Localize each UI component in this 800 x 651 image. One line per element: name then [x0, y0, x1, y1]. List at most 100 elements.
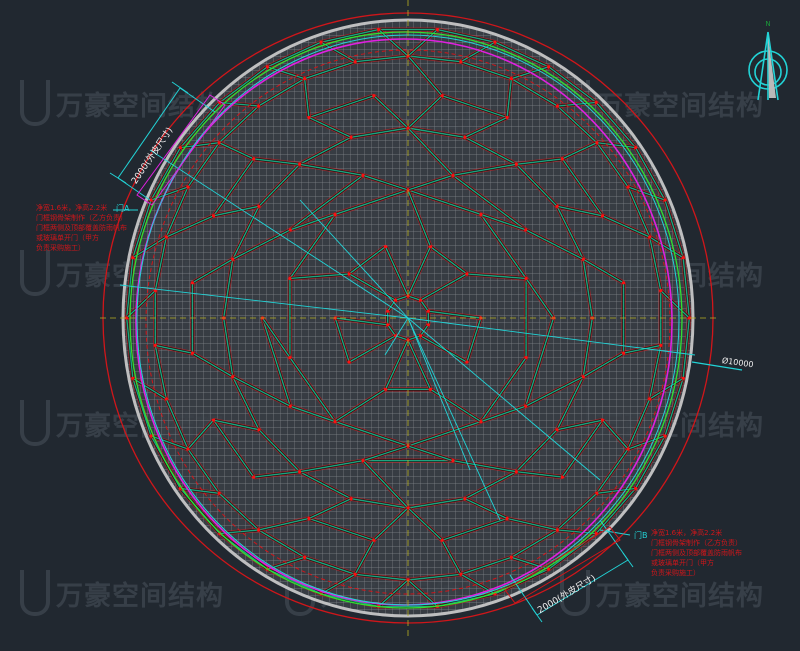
frame-member: [420, 273, 468, 301]
frame-member: [223, 317, 234, 377]
frame-node: [514, 162, 518, 166]
frame-member: [165, 398, 189, 450]
frame-member: [557, 101, 597, 107]
frame-member: [506, 517, 558, 531]
frame-member: [348, 335, 396, 363]
frame-member: [261, 317, 291, 407]
frame-member: [623, 344, 661, 354]
frame-node: [125, 316, 129, 320]
frame-member: [299, 136, 352, 165]
frame-node: [406, 506, 410, 510]
frame-member: [289, 174, 364, 231]
door-b-outline: [504, 526, 621, 604]
frame-member: [187, 142, 220, 188]
frame-member: [480, 214, 527, 279]
frame-node: [663, 198, 667, 202]
frame-node: [265, 65, 269, 69]
frame-member: [154, 345, 167, 400]
frame-member: [348, 246, 386, 275]
frame-node: [217, 491, 221, 495]
frame-node: [426, 309, 430, 313]
frame-member: [506, 78, 513, 118]
frame-member: [664, 199, 684, 258]
frame-node: [560, 475, 564, 479]
door-a-label: 门A: [116, 204, 130, 213]
radial-dimension-line: [407, 317, 471, 471]
frame-node: [303, 555, 307, 559]
frame-member: [334, 317, 350, 363]
frame-member: [595, 102, 637, 149]
frame-node: [440, 538, 444, 542]
frame-node: [428, 387, 433, 391]
frame-member: [561, 419, 604, 478]
frame-member: [464, 498, 508, 520]
frame-node: [633, 486, 638, 491]
frame-member: [596, 141, 636, 149]
frame-member: [290, 405, 336, 423]
door-b-label: 门B: [634, 531, 648, 540]
frame-node: [594, 100, 598, 105]
radial-dimension-line: [299, 199, 409, 319]
frame-node: [463, 135, 467, 139]
frame-member: [596, 142, 629, 188]
frame-member: [378, 29, 409, 57]
frame-node: [303, 77, 307, 81]
frame-member: [582, 259, 593, 319]
frame-member: [407, 174, 454, 191]
frame-node: [349, 497, 353, 501]
frame-member: [582, 352, 624, 378]
frame-member: [132, 377, 167, 400]
door-a-note: 净宽1.6米，净高2.2米 门框钢骨架制作（乙方负责） 门框两侧及顶部覆盖防雨帆…: [36, 204, 127, 252]
frame-node: [648, 397, 652, 401]
frame-node: [333, 419, 337, 424]
frame-member: [582, 317, 593, 377]
frame-member: [649, 377, 684, 400]
radial-dimension-line: [407, 317, 601, 481]
frame-member: [602, 215, 650, 238]
frame-member: [682, 257, 690, 319]
frame-member: [187, 419, 215, 450]
frame-node: [186, 185, 190, 189]
frame-member: [649, 345, 662, 400]
frame-member: [132, 378, 152, 437]
frame-node: [524, 355, 528, 360]
frame-node: [190, 351, 195, 355]
frame-member: [155, 344, 193, 354]
frame-node: [288, 276, 292, 281]
frame-member: [334, 388, 386, 423]
frame-node: [164, 235, 168, 239]
frame-node: [621, 351, 626, 355]
frame-node: [347, 272, 351, 276]
frame-member: [511, 529, 558, 558]
frame-node: [298, 162, 302, 166]
diameter-leader: [691, 361, 743, 371]
frame-node: [372, 538, 376, 542]
frame-member: [407, 127, 454, 176]
frame-node: [465, 360, 469, 364]
frame-member: [407, 246, 432, 297]
frame-member: [218, 142, 254, 160]
frame-member: [299, 163, 364, 177]
frame-member: [192, 258, 234, 284]
frame-node: [418, 298, 423, 302]
frame-member: [556, 206, 584, 260]
frame-node: [406, 126, 410, 130]
frame-node: [633, 145, 638, 150]
frame-member: [218, 105, 260, 144]
frame-member: [595, 487, 637, 534]
frame-node: [257, 104, 261, 108]
frame-node: [663, 434, 667, 438]
frame-member: [601, 419, 629, 450]
frame-node: [514, 470, 518, 474]
frame-member: [335, 317, 388, 326]
frame-node: [231, 375, 235, 379]
frame-member: [192, 352, 234, 378]
frame-node: [288, 355, 292, 360]
frame-member: [441, 95, 508, 119]
frame-node: [149, 434, 153, 438]
frame-node: [626, 185, 630, 189]
frame-member: [516, 471, 563, 478]
frame-node: [595, 491, 599, 495]
frame-member: [480, 405, 526, 423]
frame-node: [186, 447, 190, 451]
